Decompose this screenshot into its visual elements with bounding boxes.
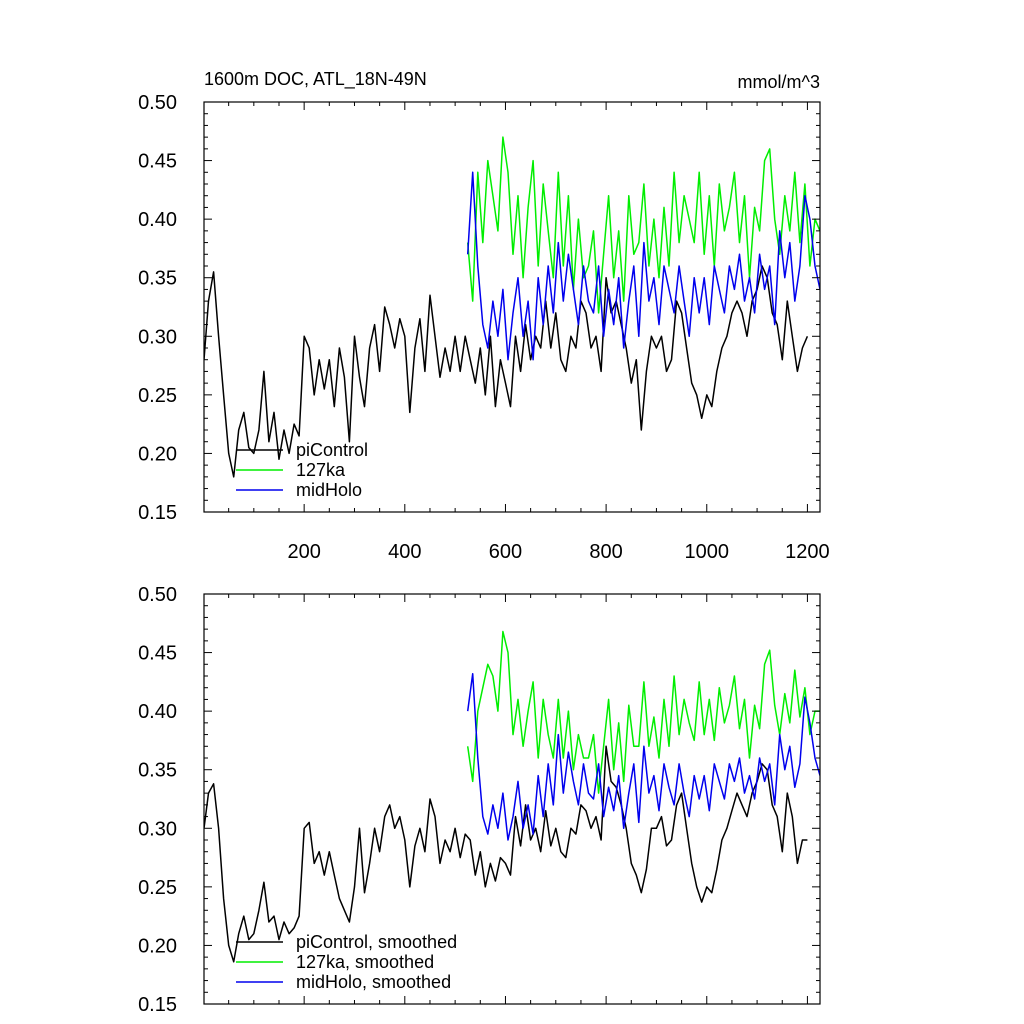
y-tick-label: 0.40 — [138, 209, 177, 231]
y-tick-label: 0.50 — [138, 584, 177, 606]
legend-label: 127ka — [296, 460, 346, 480]
series-group — [204, 630, 820, 963]
series-line-127ka-smoothed — [466, 630, 820, 794]
legend-label: piControl, smoothed — [296, 932, 457, 952]
series-line-picontrol — [204, 265, 809, 478]
bottom-panel: 0.15 0.20 0.25 0.30 0.35 0.40 0.45 0.50 piContro… — [138, 584, 821, 1016]
y-tick-label: 0.50 — [138, 92, 177, 114]
y-tick-label: 0.15 — [138, 502, 177, 524]
x-tick-label: 600 — [489, 541, 522, 563]
y-tick-label: 0.25 — [138, 385, 177, 407]
series-group — [204, 136, 820, 478]
x-tick-label: 800 — [589, 541, 622, 563]
series-line-midholo — [466, 171, 820, 361]
x-tick-label: 400 — [388, 541, 421, 563]
x-tick-label: 1200 — [785, 541, 830, 563]
series-line-picontrol-smoothed — [204, 745, 808, 963]
legend-label: piControl — [296, 440, 368, 460]
y-tick-label: 0.15 — [138, 994, 177, 1016]
y-tick-label: 0.20 — [138, 443, 177, 465]
chart-title: 1600m DOC, ATL_18N-49N — [204, 69, 427, 90]
top-panel: 200 400 600 800 1000 1200 0.15 0.20 0.25 0.30 0.35… — [138, 69, 830, 563]
units-label: mmol/m^3 — [738, 72, 820, 92]
y-tick-label: 0.45 — [138, 643, 177, 665]
y-tick-label: 0.20 — [138, 935, 177, 957]
series-line-127ka — [466, 136, 820, 314]
y-tick-label: 0.35 — [138, 760, 177, 782]
y-tick-label: 0.30 — [138, 326, 177, 348]
legend-label: midHolo — [296, 480, 362, 500]
x-tick-label: 1000 — [685, 541, 730, 563]
y-tick-label: 0.25 — [138, 877, 177, 899]
y-tick-label: 0.40 — [138, 701, 177, 723]
x-tick-label: 200 — [287, 541, 320, 563]
y-tick-label: 0.30 — [138, 818, 177, 840]
plot-frame — [203, 101, 821, 513]
y-tick-label: 0.35 — [138, 268, 177, 290]
plot-frame — [203, 593, 821, 1005]
legend-label: midHolo, smoothed — [296, 972, 451, 992]
y-tick-label: 0.45 — [138, 151, 177, 173]
series-line-midholo-smoothed — [466, 672, 820, 841]
legend-label: 127ka, smoothed — [296, 952, 434, 972]
